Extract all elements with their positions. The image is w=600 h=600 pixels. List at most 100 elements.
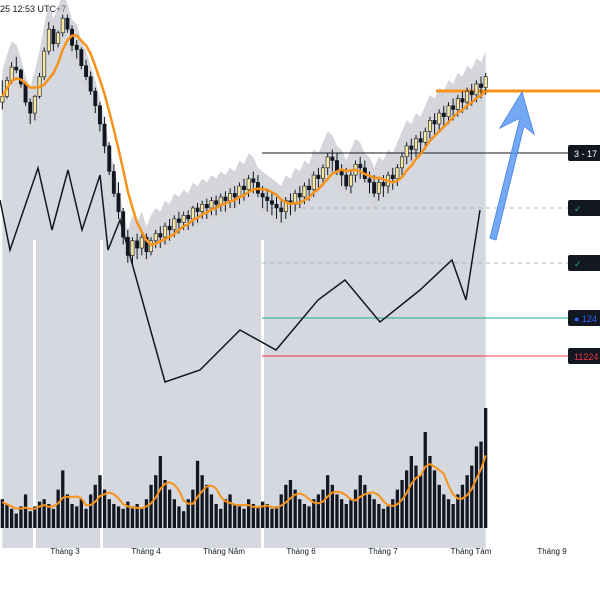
volume-bar: [84, 508, 88, 528]
candle-body: [260, 193, 265, 198]
volume-bar: [89, 494, 93, 528]
candle-body: [9, 66, 14, 81]
price-label-box: [568, 310, 600, 326]
candle-body: [190, 207, 195, 220]
volume-bar: [10, 508, 14, 528]
volume-bar: [163, 480, 167, 528]
volume-bar: [28, 511, 32, 528]
volume-bar: [242, 508, 246, 528]
band-gap: [100, 240, 103, 550]
candle-body: [116, 193, 121, 212]
candle-body: [390, 174, 395, 180]
candle-body: [265, 196, 270, 201]
volume-layer: [0, 408, 488, 528]
candle-body: [214, 200, 219, 205]
candle-body: [460, 98, 465, 103]
volume-bar: [140, 508, 144, 528]
candle-body: [0, 96, 5, 103]
volume-bar: [330, 484, 334, 528]
volume-bar: [5, 504, 9, 528]
volume-bar: [172, 499, 176, 528]
candle-body: [111, 171, 116, 194]
candle-body: [474, 83, 479, 96]
candle-body: [74, 44, 79, 50]
candle-body: [28, 101, 33, 114]
candle-body: [223, 196, 228, 201]
volume-bar: [414, 465, 418, 528]
band-layer: [2, 0, 486, 550]
candle-body: [246, 178, 251, 191]
candle-body: [409, 145, 414, 150]
candle-body: [181, 215, 186, 223]
candle-body: [153, 233, 158, 242]
candle-body: [209, 200, 214, 209]
price-label-text: ✓: [574, 259, 582, 269]
volume-bar: [23, 494, 28, 528]
volume-bar: [70, 504, 74, 528]
volume-bar: [288, 480, 293, 528]
volume-bar: [442, 494, 446, 528]
candle-body: [18, 69, 23, 85]
volume-bar: [51, 508, 56, 528]
volume-bar: [228, 494, 232, 528]
price-label: 3 - 17: [568, 145, 600, 161]
candle-body: [84, 65, 89, 77]
candle-body: [158, 233, 163, 238]
volume-bar: [372, 499, 376, 528]
candle-body: [423, 131, 428, 143]
volume-bar: [474, 446, 479, 528]
candle-body: [186, 215, 191, 220]
volume-bar: [321, 489, 325, 528]
volume-bar: [409, 456, 413, 528]
candle-body: [330, 156, 335, 161]
candle-body: [283, 200, 288, 212]
volume-bar: [116, 506, 121, 528]
volume-bar: [432, 470, 437, 528]
volume-bar: [144, 499, 149, 528]
candle-body: [395, 167, 400, 180]
candle-body: [269, 200, 274, 205]
candle-body: [228, 193, 232, 201]
lower-band: [2, 36, 486, 548]
band-gap: [261, 240, 264, 550]
candle-body: [177, 218, 181, 223]
volume-bar: [191, 489, 195, 528]
candle-body: [358, 163, 363, 169]
candle-body: [465, 90, 470, 103]
candle-body: [130, 240, 135, 256]
candle-body: [65, 17, 70, 30]
candle-body: [348, 174, 353, 187]
candle-body: [232, 193, 237, 198]
volume-bar: [0, 499, 4, 528]
candle-body: [455, 98, 460, 110]
candle-body: [413, 138, 418, 150]
price-label: ✓: [568, 200, 600, 216]
candle-body: [204, 204, 209, 209]
volume-bar: [186, 499, 190, 528]
volume-bar: [107, 499, 111, 528]
x-tick-label: Tháng 6: [286, 547, 316, 556]
candle-body: [400, 156, 404, 169]
candle-body: [98, 105, 102, 125]
x-tick-label: Tháng 4: [131, 547, 161, 556]
volume-bar: [279, 494, 283, 528]
volume-bar: [265, 504, 269, 528]
candle-body: [51, 28, 56, 45]
price-label-text: 3 - 17: [574, 149, 597, 159]
volume-bar: [75, 506, 79, 528]
price-label-text: 11224: [574, 352, 598, 362]
volume-bar: [395, 489, 399, 528]
x-tick-label: Tháng Năm: [203, 547, 245, 556]
candle-body: [479, 83, 483, 88]
price-ma-line: [1, 34, 487, 246]
volume-bar: [14, 513, 18, 528]
candle-body: [451, 105, 456, 110]
volume-bar: [358, 475, 362, 528]
volume-bar: [284, 484, 288, 528]
x-tick-label: Tháng 7: [368, 547, 398, 556]
x-tick-label: Tháng Tám: [451, 547, 492, 556]
volume-bar: [446, 499, 451, 528]
volume-bar: [37, 501, 42, 528]
upper-band: [2, 0, 486, 274]
